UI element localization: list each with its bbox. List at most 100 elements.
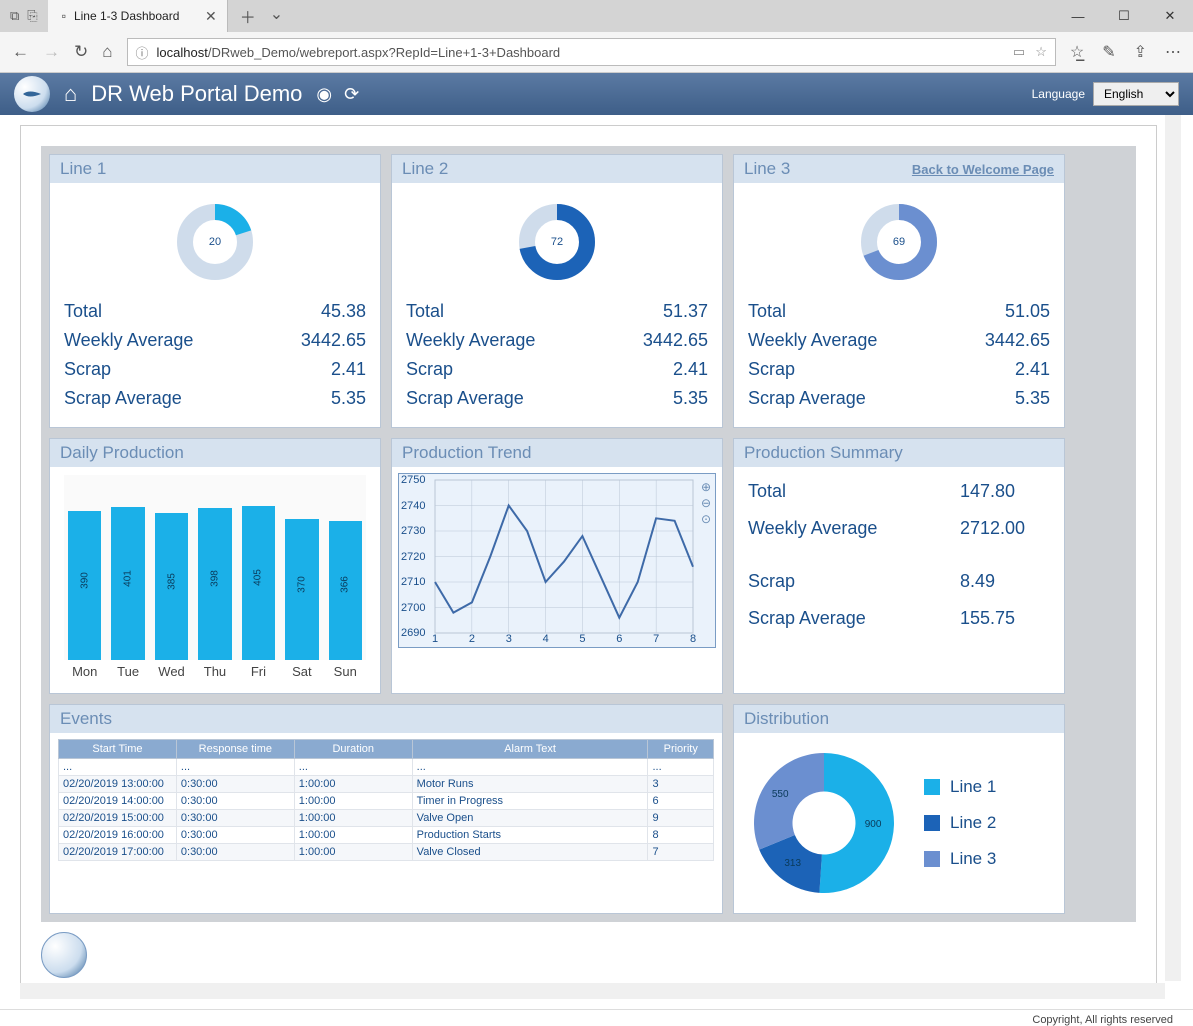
vertical-scrollbar[interactable] <box>1165 115 1181 981</box>
ytick-label: 2700 <box>401 602 425 614</box>
metric-label: Scrap <box>748 359 795 380</box>
bar-label: Mon <box>68 664 101 679</box>
bar: 398 <box>198 508 231 660</box>
xtick-label: 6 <box>616 633 622 645</box>
table-row[interactable]: 02/20/2019 14:00:000:30:001:00:00Timer i… <box>59 793 714 810</box>
table-cell: 02/20/2019 15:00:00 <box>59 810 177 827</box>
back-to-welcome-link[interactable]: Back to Welcome Page <box>912 162 1054 177</box>
back-button[interactable]: ← <box>12 42 29 62</box>
portal-header: ⌂ DR Web Portal Demo ◉ ⟳ Language Englis… <box>0 73 1193 115</box>
table-row[interactable]: 02/20/2019 17:00:000:30:001:00:00Valve C… <box>59 844 714 861</box>
table-cell: 1:00:00 <box>294 810 412 827</box>
forward-button[interactable]: → <box>43 42 60 62</box>
zoom-in-icon[interactable]: ⊕ <box>701 480 711 494</box>
legend-swatch <box>924 779 940 795</box>
close-window-button[interactable]: ✕ <box>1147 0 1193 32</box>
table-cell: 02/20/2019 13:00:00 <box>59 776 177 793</box>
metric-label: Total <box>406 301 444 322</box>
browser-tab[interactable]: ▫ Line 1-3 Dashboard ✕ <box>48 0 228 32</box>
refresh-icon[interactable]: ⟳ <box>344 84 359 105</box>
close-tab-icon[interactable]: ✕ <box>205 8 217 25</box>
pie-chart: 900313550 <box>744 743 904 903</box>
metric-value: 3442.65 <box>301 330 366 351</box>
more-icon[interactable]: ⋯ <box>1165 42 1181 62</box>
bar-label: Wed <box>155 664 188 679</box>
table-cell: 3 <box>648 776 714 793</box>
home-button[interactable]: ⌂ <box>102 42 112 62</box>
favorite-icon[interactable]: ☆ <box>1035 44 1047 60</box>
portal-logo-icon[interactable] <box>14 76 50 112</box>
refresh-button[interactable]: ↻ <box>74 42 88 62</box>
play-icon[interactable]: ◉ <box>316 84 332 105</box>
zoom-reset-icon[interactable]: ⊙ <box>701 512 711 526</box>
url-text: localhost/DRweb_Demo/webreport.aspx?RepI… <box>157 45 561 60</box>
panel-title: Line 1 <box>60 159 106 179</box>
tab-chevron-icon[interactable]: ⌄ <box>270 4 283 28</box>
language-select[interactable]: English <box>1093 82 1179 106</box>
legend-label: Line 3 <box>950 849 996 869</box>
annotate-icon[interactable]: ✎ <box>1102 42 1115 62</box>
ytick-label: 2710 <box>401 576 425 588</box>
metric-label: Scrap <box>64 359 111 380</box>
reading-mode-icon[interactable]: ▭ <box>1013 44 1025 60</box>
tab-favicon-icon: ▫ <box>62 9 66 23</box>
metric-label: Total <box>748 301 786 322</box>
table-row[interactable]: 02/20/2019 15:00:000:30:001:00:00Valve O… <box>59 810 714 827</box>
metric-value: 5.35 <box>331 388 366 409</box>
home-icon[interactable]: ⌂ <box>64 81 77 107</box>
table-row[interactable]: 02/20/2019 13:00:000:30:001:00:00Motor R… <box>59 776 714 793</box>
table-header[interactable]: Duration <box>294 740 412 759</box>
metric-value: 2.41 <box>673 359 708 380</box>
summary-value: 155.75 <box>960 608 1050 629</box>
overlapping-windows-icon[interactable]: ⧉ <box>10 8 19 24</box>
pie-value: 313 <box>784 858 801 869</box>
ytick-label: 2690 <box>401 627 425 639</box>
metric-value: 2.41 <box>331 359 366 380</box>
table-row[interactable]: 02/20/2019 16:00:000:30:001:00:00Product… <box>59 827 714 844</box>
ytick-label: 2730 <box>401 525 425 537</box>
zoom-out-icon[interactable]: ⊖ <box>701 496 711 510</box>
favorites-list-icon[interactable]: ☆̲ <box>1070 42 1084 62</box>
xtick-label: 8 <box>690 633 696 645</box>
copyright: Copyright, All rights reserved <box>0 1009 1193 1026</box>
table-cell: Valve Open <box>412 810 648 827</box>
panel-header: Production Summary <box>734 439 1064 467</box>
distribution-panel: Distribution 900313550 Line 1Line 2Line … <box>733 704 1065 914</box>
events-panel: Events Start TimeResponse timeDurationAl… <box>49 704 723 914</box>
table-cell: 0:30:00 <box>176 810 294 827</box>
bar-value: 366 <box>340 576 351 593</box>
legend-label: Line 1 <box>950 777 996 797</box>
xtick-label: 3 <box>506 633 512 645</box>
panel-header: Line 2 <box>392 155 722 183</box>
share-icon[interactable]: ⇪ <box>1134 42 1147 62</box>
xtick-label: 7 <box>653 633 659 645</box>
table-header[interactable]: Alarm Text <box>412 740 648 759</box>
bar-value: 405 <box>253 569 264 586</box>
minimize-button[interactable]: — <box>1055 0 1101 32</box>
line-panel-3: Line 3 Back to Welcome Page 69 Total51.0… <box>733 154 1065 428</box>
new-tab-icon[interactable]: ＋ <box>240 4 256 28</box>
maximize-button[interactable]: ☐ <box>1101 0 1147 32</box>
table-header[interactable]: Start Time <box>59 740 177 759</box>
panel-header: Line 1 <box>50 155 380 183</box>
panel-title: Line 3 <box>744 159 790 179</box>
bar-column: 405 <box>242 506 275 660</box>
donut-chart: 72 <box>512 197 602 287</box>
production-summary-panel: Production Summary Total147.80 Weekly Av… <box>733 438 1065 694</box>
bar-value: 390 <box>79 572 90 589</box>
url-input[interactable]: ⓘ localhost/DRweb_Demo/webreport.aspx?Re… <box>127 38 1056 66</box>
horizontal-scrollbar[interactable] <box>20 983 1165 999</box>
address-bar: ← → ↻ ⌂ ⓘ localhost/DRweb_Demo/webreport… <box>0 32 1193 72</box>
bar: 370 <box>285 519 318 660</box>
pie-slice <box>754 753 824 850</box>
table-header[interactable]: Priority <box>648 740 714 759</box>
ytick-label: 2750 <box>401 474 425 486</box>
portal-title: DR Web Portal Demo <box>91 81 302 107</box>
donut-value: 72 <box>551 236 563 248</box>
cascade-icon[interactable]: ⎘ <box>27 8 37 24</box>
bar: 390 <box>68 511 101 660</box>
bar: 366 <box>329 521 362 660</box>
table-header[interactable]: Response time <box>176 740 294 759</box>
info-icon[interactable]: ⓘ <box>136 43 149 62</box>
bar-label: Sat <box>285 664 318 679</box>
